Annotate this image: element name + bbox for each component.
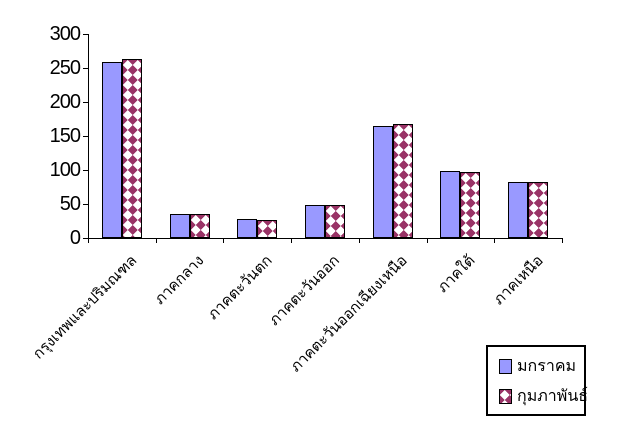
y-axis-tick (83, 204, 88, 205)
category-label-6: ภาคเหนือ (489, 252, 547, 309)
bar-february-1 (190, 214, 210, 238)
category-label-5: ภาคใต้ (434, 252, 479, 297)
y-axis-tick-label: 0 (69, 227, 81, 249)
y-axis-line (88, 34, 89, 239)
x-axis-tick (291, 238, 292, 243)
x-axis-tick (359, 238, 360, 243)
bar-january-1 (170, 214, 190, 238)
legend-item-january: มกราคม (499, 358, 576, 375)
bar-january-0 (102, 62, 122, 238)
y-axis-tick-label: 250 (49, 57, 81, 79)
y-axis-tick-label: 100 (49, 159, 81, 181)
legend-label-february: กุมภาพันธ์ (517, 387, 589, 405)
bar-february-3 (325, 205, 345, 238)
bar-january-2 (237, 219, 257, 238)
y-axis-tick (83, 34, 88, 35)
x-axis-tick (562, 238, 563, 243)
bar-january-6 (508, 182, 528, 238)
x-axis-tick (494, 238, 495, 243)
x-axis-tick (223, 238, 224, 243)
bar-february-6 (528, 182, 548, 238)
category-label-2: ภาคตะวันตก (204, 252, 276, 324)
y-axis-tick-label: 150 (49, 125, 81, 147)
category-label-0: กรุงเทพและปริมณฑล (29, 252, 140, 363)
y-axis-tick-label: 50 (59, 193, 81, 215)
category-label-1: ภาคกลาง (151, 252, 208, 309)
bar-february-5 (460, 172, 480, 238)
legend-swatch-january-icon (499, 358, 512, 374)
bar-february-0 (122, 59, 142, 238)
y-axis-tick (83, 238, 88, 239)
bar-january-5 (440, 171, 460, 238)
legend-label-january: มกราคม (517, 357, 577, 375)
bar-february-4 (393, 124, 413, 238)
y-axis-tick (83, 136, 88, 137)
y-axis-tick (83, 68, 88, 69)
y-axis-tick-label: 200 (49, 91, 81, 113)
y-axis-tick (83, 170, 88, 171)
bar-january-4 (373, 126, 393, 238)
legend: มกราคม กุมภาพันธ์ (486, 345, 588, 416)
x-axis-tick (427, 238, 428, 243)
y-axis-tick-label: 300 (49, 23, 81, 45)
x-axis-tick (88, 238, 89, 243)
x-axis-line (88, 238, 563, 239)
category-label-4: ภาคตะวันออกเฉียงเหนือ (287, 252, 411, 376)
legend-swatch-february-icon (499, 388, 512, 404)
bar-january-3 (305, 205, 325, 238)
x-axis-tick (156, 238, 157, 243)
bar-february-2 (257, 220, 277, 238)
legend-item-february: กุมภาพันธ์ (499, 388, 588, 405)
y-axis-tick (83, 102, 88, 103)
